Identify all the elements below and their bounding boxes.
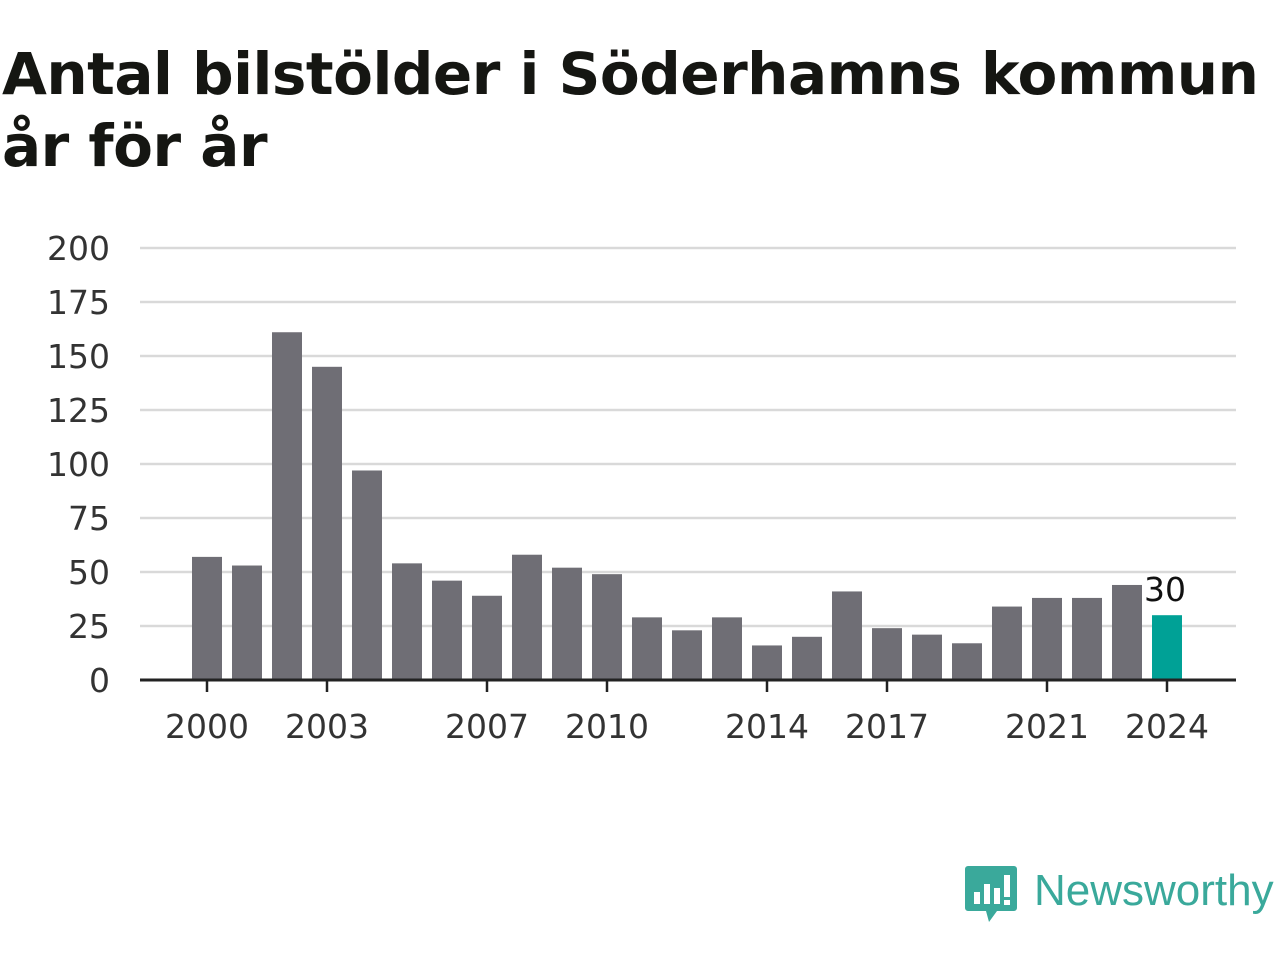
y-tick-label: 50	[68, 553, 110, 592]
bar-2004	[352, 470, 382, 680]
bar-2001	[232, 565, 262, 680]
brand-name: Newsworthy	[1034, 866, 1274, 915]
bar-2009	[552, 567, 582, 680]
y-tick-label: 0	[89, 661, 110, 700]
y-tick-label: 150	[47, 337, 110, 376]
bar-2007	[472, 595, 502, 680]
gridlines	[140, 246, 1236, 628]
y-tick-label: 200	[47, 229, 110, 268]
bar-2014	[752, 645, 782, 680]
x-tick-label: 2003	[285, 707, 369, 746]
bar-2011	[632, 617, 662, 680]
bar-2019	[952, 643, 982, 680]
x-axis-ticks: 2000 2003 2007 2010 2014 2017 2021 2024	[165, 680, 1209, 746]
y-tick-label: 25	[68, 607, 110, 646]
y-tick-label: 75	[68, 499, 110, 538]
y-tick-label: 175	[47, 283, 110, 322]
bar-2016	[832, 591, 862, 680]
bar-2010	[592, 574, 622, 680]
bar-2024	[1152, 615, 1182, 680]
x-tick-label: 2021	[1005, 707, 1089, 746]
bar-2002	[272, 332, 302, 680]
bar-2000	[192, 556, 222, 680]
data-labels: 30	[1141, 567, 1189, 612]
newsworthy-logo: Newsworthy	[964, 864, 1274, 928]
bar-2017	[872, 628, 902, 680]
bar-2020	[992, 606, 1022, 680]
bar-2003	[312, 366, 342, 680]
x-tick-label: 2010	[565, 707, 649, 746]
bar-2022	[1072, 597, 1102, 680]
bars	[192, 332, 1182, 680]
x-tick-label: 2007	[445, 707, 529, 746]
bar-2021	[1032, 597, 1062, 680]
bar-2005	[392, 563, 422, 680]
x-tick-label: 2000	[165, 707, 249, 746]
y-axis-ticks: 0 25 50 75 100 125 150 175 200	[47, 229, 110, 700]
bar-2023	[1112, 584, 1142, 680]
x-tick-label: 2014	[725, 707, 809, 746]
bar-2018	[912, 634, 942, 680]
chart-title: Antal bilstölder i Söderhamns kommun år …	[2, 40, 1259, 180]
chart-bubble-icon	[965, 866, 1017, 922]
bar-2013	[712, 617, 742, 680]
data-label: 30	[1144, 570, 1186, 609]
y-tick-label: 125	[47, 391, 110, 430]
x-tick-label: 2017	[845, 707, 929, 746]
bar-2012	[672, 630, 702, 680]
y-tick-label: 100	[47, 445, 110, 484]
bar-2008	[512, 554, 542, 680]
bar-2006	[432, 580, 462, 680]
bar-2015	[792, 636, 822, 680]
x-tick-label: 2024	[1125, 707, 1209, 746]
